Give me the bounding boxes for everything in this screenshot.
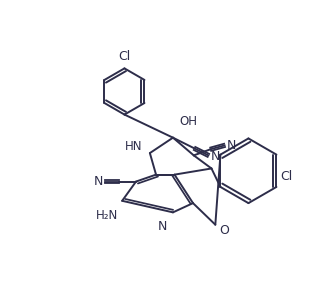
Text: OH: OH [179,115,197,128]
Text: N: N [211,150,220,163]
Text: N: N [227,139,236,152]
Text: H₂N: H₂N [96,209,118,221]
Text: Cl: Cl [280,170,292,183]
Text: HN: HN [125,140,142,153]
Text: O: O [219,224,229,237]
Text: Cl: Cl [118,50,131,63]
Text: N: N [157,220,167,233]
Text: N: N [93,175,103,188]
